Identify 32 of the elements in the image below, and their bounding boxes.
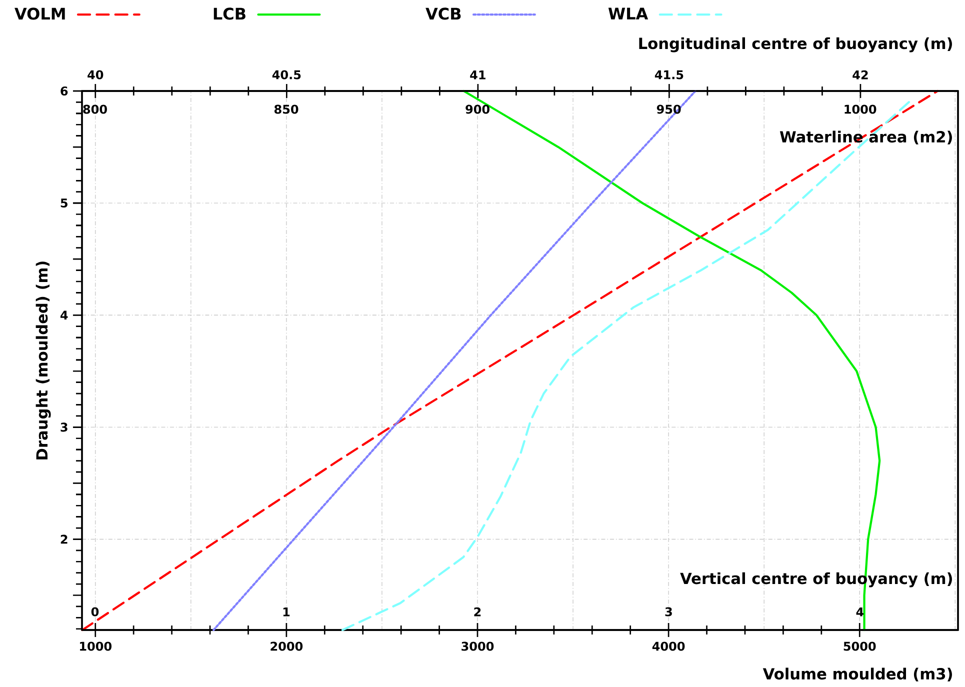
x-tick-label: 5000 <box>844 642 876 651</box>
x2-axis-title: Waterline area (m2) <box>780 130 952 144</box>
x2-tick-label: 41 <box>470 70 486 80</box>
x2-tick-label: 41.5 <box>654 70 684 80</box>
x-tick-label: 4000 <box>652 642 685 651</box>
x2-tick-label: 42 <box>852 70 868 80</box>
x2-tick-label: 1000 <box>844 104 876 114</box>
x-tick-label: 2 <box>474 607 481 616</box>
y-tick-label: 5 <box>60 198 68 208</box>
x-tick-label: 2000 <box>270 642 303 651</box>
x-axis-title: Volume moulded (m3) <box>762 668 952 682</box>
legend-label: VOLM <box>14 8 65 20</box>
legend-label: VCB <box>426 8 461 20</box>
x-tick-label: 3000 <box>462 642 494 651</box>
x2-tick-label: 40.5 <box>272 70 301 80</box>
y-tick-label: 6 <box>60 86 68 96</box>
x-tick-label: 3 <box>665 607 672 616</box>
y-tick-label: 4 <box>60 310 68 320</box>
y-tick-label: 3 <box>60 422 68 432</box>
x2-tick-label: 900 <box>466 104 490 114</box>
legend-label: LCB <box>214 8 246 20</box>
y-tick-label: 2 <box>60 534 68 544</box>
x2-tick-label: 800 <box>83 104 107 114</box>
x2-axis-title: Longitudinal centre of buoyancy (m) <box>639 37 952 52</box>
x2-tick-label: 950 <box>656 104 681 114</box>
x2-tick-label: 850 <box>274 104 298 114</box>
x-tick-label: 1000 <box>80 642 112 651</box>
y-axis-title: Draught (moulded) (m) <box>36 262 51 460</box>
legend-label: WLA <box>608 8 648 20</box>
x2-tick-label: 40 <box>88 70 104 80</box>
x-tick-label: 0 <box>91 607 99 616</box>
x-tick-label: 1 <box>283 608 290 616</box>
